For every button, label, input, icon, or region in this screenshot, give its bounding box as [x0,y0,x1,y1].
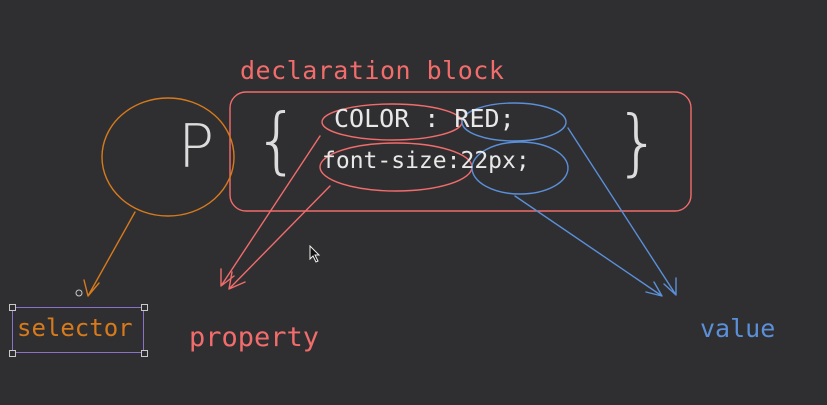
selector-label[interactable]: selector [17,314,133,342]
property-label: property [189,322,320,353]
declaration-block-title: declaration block [240,56,505,85]
close-brace: } [615,100,661,184]
resize-handle-top-right[interactable] [141,304,148,311]
resize-handle-bottom-left[interactable] [9,350,16,357]
declaration-line-font-size: font-size:22px; [322,148,530,174]
declaration-line-color: COLOR : RED; [334,104,515,133]
property-arrow-2 [228,185,331,290]
selector-letter: P [178,112,215,182]
open-brace: { [254,98,300,182]
declaration-block-outline [229,91,692,212]
mouse-cursor-icon [309,245,321,263]
selection-box[interactable] [12,307,144,353]
value-ellipse-red [461,102,567,142]
property-arrow-1 [220,135,321,287]
value-arrow-2 [514,195,663,297]
value-arrow-1 [567,127,677,296]
value-ellipse-22px [471,141,569,195]
resize-handle-top-left[interactable] [9,304,16,311]
selector-circle [101,97,235,217]
rotation-handle[interactable] [75,289,83,297]
selector-arrow [83,211,136,297]
value-label: value [700,314,776,343]
resize-handle-bottom-right[interactable] [141,350,148,357]
